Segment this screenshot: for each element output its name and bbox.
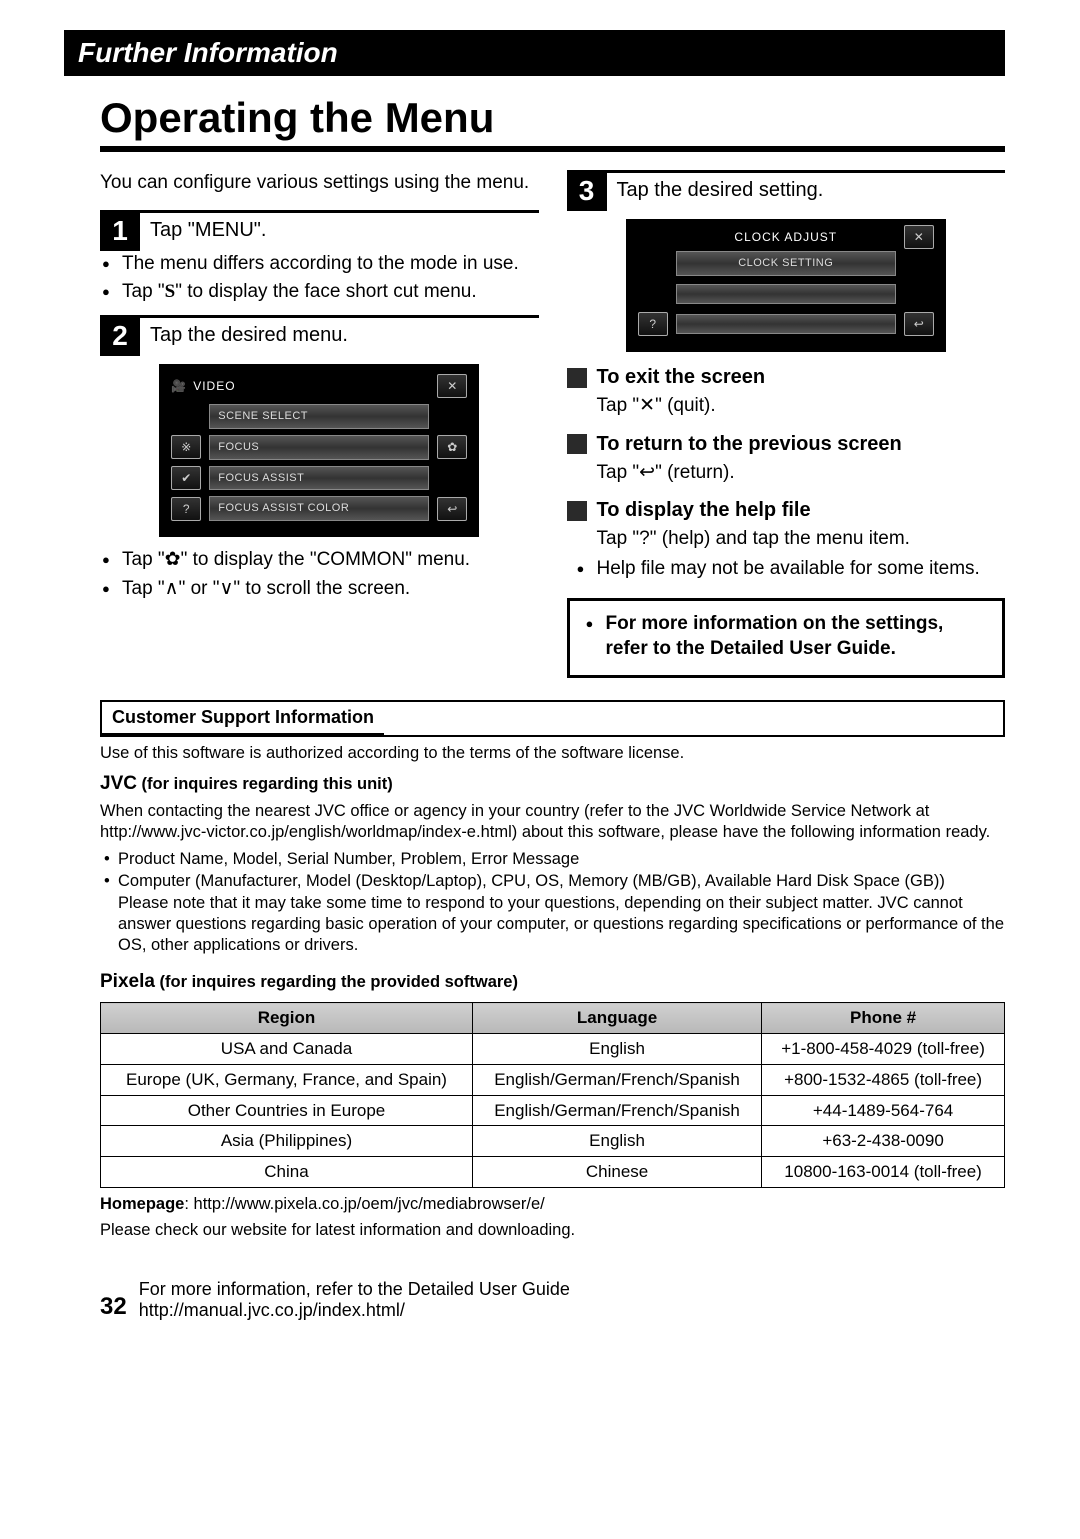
jvc-bullets: Product Name, Model, Serial Number, Prob… xyxy=(100,849,1005,892)
bullet-item: Computer (Manufacturer, Model (Desktop/L… xyxy=(118,871,1005,892)
blank-icon xyxy=(171,404,201,428)
section-body: Tap "↩" (return). xyxy=(597,460,1006,486)
step-3-text: Tap the desired setting. xyxy=(607,171,824,210)
bullet-item: Tap "S" to display the face short cut me… xyxy=(122,279,539,305)
video-icon: 🎥 xyxy=(171,378,187,394)
screen-title: CLOCK ADJUST xyxy=(734,229,837,245)
table-row: Other Countries in EuropeEnglish/German/… xyxy=(101,1095,1005,1126)
table-header: Phone # xyxy=(762,1003,1005,1034)
screen-title: 🎥VIDEO xyxy=(171,378,235,394)
step-number-2: 2 xyxy=(100,316,140,356)
left-column: You can configure various settings using… xyxy=(100,170,539,678)
page-number: 32 xyxy=(100,1293,127,1321)
step-1-text: Tap "MENU". xyxy=(140,211,266,250)
support-title: Customer Support Information xyxy=(102,702,384,735)
menu-item: FOCUS ASSIST xyxy=(209,466,429,491)
brightness-icon: ※ xyxy=(171,435,201,459)
table-header: Region xyxy=(101,1003,473,1034)
homepage-line: Homepage: http://www.pixela.co.jp/oem/jv… xyxy=(100,1194,1005,1215)
bullet-item: Product Name, Model, Serial Number, Prob… xyxy=(118,849,1005,870)
section-header: Further Information xyxy=(64,30,1005,76)
section-title: To exit the screen xyxy=(597,364,766,391)
help-icon: ? xyxy=(638,312,668,336)
license-text: Use of this software is authorized accor… xyxy=(100,743,1005,764)
page: Further Information Operating the Menu Y… xyxy=(0,0,1080,1361)
step-2-bullets: Tap "✿" to display the "COMMON" menu. Ta… xyxy=(100,547,539,601)
step-1-bullets: The menu differs according to the mode i… xyxy=(100,251,539,305)
section-return: To return to the previous screen xyxy=(567,431,1006,458)
close-icon: ✕ xyxy=(904,225,934,249)
menu-item: CLOCK SETTING xyxy=(676,251,896,276)
screen-clock-menu: CLOCK ADJUST ✕ CLOCK SETTING ? xyxy=(626,219,946,352)
jvc-body: When contacting the nearest JVC office o… xyxy=(100,801,1005,843)
info-box: For more information on the settings, re… xyxy=(567,598,1006,678)
square-bullet-icon xyxy=(567,501,587,521)
table-row: ChinaChinese10800-163-0014 (toll-free) xyxy=(101,1157,1005,1188)
section-body: Tap "✕" (quit). xyxy=(597,393,1006,419)
pixela-tbody: USA and CanadaEnglish+1-800-458-4029 (to… xyxy=(101,1034,1005,1188)
support-body: Use of this software is authorized accor… xyxy=(100,743,1005,1241)
right-column: 3 Tap the desired setting. CLOCK ADJUST … xyxy=(567,170,1006,678)
step-3: 3 Tap the desired setting. CLOCK ADJUST … xyxy=(567,170,1006,352)
menu-item-blank xyxy=(676,314,896,334)
two-column-layout: You can configure various settings using… xyxy=(100,170,1005,678)
homepage-note: Please check our website for latest info… xyxy=(100,1220,1005,1241)
page-title: Operating the Menu xyxy=(100,94,1005,152)
blank-icon xyxy=(904,282,934,306)
menu-item: FOCUS xyxy=(209,435,429,460)
menu-item-blank xyxy=(676,284,896,304)
table-header: Language xyxy=(472,1003,761,1034)
menu-item: FOCUS ASSIST COLOR xyxy=(209,496,429,521)
support-box: Customer Support Information xyxy=(100,700,1005,737)
step-number-3: 3 xyxy=(567,171,607,211)
bullet-item: Tap "✿" to display the "COMMON" menu. xyxy=(122,547,539,573)
footer: 32 For more information, refer to the De… xyxy=(100,1279,1005,1321)
jvc-note: Please note that it may take some time t… xyxy=(100,893,1005,956)
gear-icon: ✿ xyxy=(437,435,467,459)
step-1: 1 Tap "MENU". The menu differs according… xyxy=(100,210,539,305)
step-2-text: Tap the desired menu. xyxy=(140,316,348,355)
square-bullet-icon xyxy=(567,368,587,388)
blank-icon xyxy=(437,404,467,428)
blank-icon xyxy=(638,252,668,276)
section-title: To return to the previous screen xyxy=(597,431,902,458)
table-row: Asia (Philippines)English+63-2-438-0090 xyxy=(101,1126,1005,1157)
step-2: 2 Tap the desired menu. 🎥VIDEO ✕ SCENE S… xyxy=(100,315,539,602)
blank-icon xyxy=(437,466,467,490)
intro-text: You can configure various settings using… xyxy=(100,170,539,196)
section-help: To display the help file xyxy=(567,497,1006,524)
blank-icon xyxy=(904,252,934,276)
step-number-1: 1 xyxy=(100,211,140,251)
square-bullet-icon xyxy=(567,434,587,454)
info-bullet: For more information on the settings, re… xyxy=(606,611,989,662)
section-body: Tap "?" (help) and tap the menu item. xyxy=(597,526,1006,552)
bullet-item: Help file may not be available for some … xyxy=(597,556,1006,582)
bullet-item: The menu differs according to the mode i… xyxy=(122,251,539,277)
help-icon: ? xyxy=(171,497,201,521)
check-icon: ✔ xyxy=(171,466,201,490)
menu-item: SCENE SELECT xyxy=(209,404,429,429)
bullet-item: Tap "∧" or "∨" to scroll the screen. xyxy=(122,576,539,602)
footer-line-1: For more information, refer to the Detai… xyxy=(139,1279,570,1300)
pixela-table: Region Language Phone # USA and CanadaEn… xyxy=(100,1002,1005,1188)
table-row: Europe (UK, Germany, France, and Spain)E… xyxy=(101,1064,1005,1095)
close-icon: ✕ xyxy=(437,374,467,398)
return-icon: ↩ xyxy=(904,312,934,336)
section-exit: To exit the screen xyxy=(567,364,1006,391)
section-title: To display the help file xyxy=(597,497,811,524)
return-icon: ↩ xyxy=(437,497,467,521)
table-row: USA and CanadaEnglish+1-800-458-4029 (to… xyxy=(101,1034,1005,1065)
section-help-bullets: Help file may not be available for some … xyxy=(575,556,1006,582)
pixela-heading: Pixela (for inquires regarding the provi… xyxy=(100,970,1005,994)
footer-line-2: http://manual.jvc.co.jp/index.html/ xyxy=(139,1300,570,1321)
jvc-heading: JVC (for inquires regarding this unit) xyxy=(100,772,1005,796)
screen-video-menu: 🎥VIDEO ✕ SCENE SELECT ※ FOCUS ✿ ✔ xyxy=(159,364,479,537)
blank-icon xyxy=(638,282,668,306)
